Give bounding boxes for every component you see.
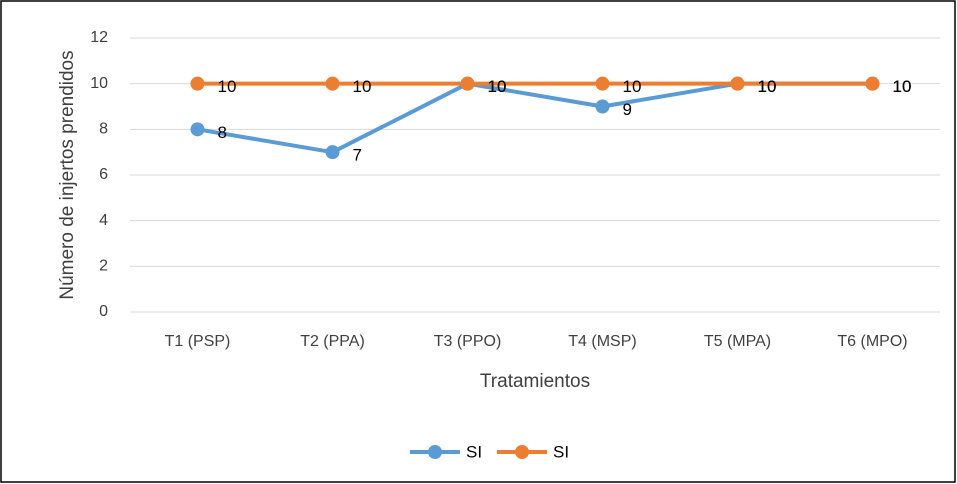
data-label: 7 [353,146,362,165]
x-tick-label: T2 (PPA) [300,333,365,350]
y-tick-label: 6 [99,166,108,183]
data-label: 9 [623,100,632,119]
x-tick-label: T3 (PPO) [434,333,502,350]
y-tick-label: 2 [99,258,108,275]
legend-label: SI [553,442,569,461]
x-tick-label: T4 (MSP) [568,333,636,350]
x-tick-label: T5 (MPA) [704,333,771,350]
data-label: 10 [488,77,507,96]
data-label: 10 [488,77,507,96]
data-label: 10 [893,77,912,96]
y-tick-label: 0 [99,303,108,320]
data-label: 10 [893,77,912,96]
y-tick-label: 4 [99,212,108,229]
data-label: 10 [623,77,642,96]
data-point [325,76,340,91]
y-tick-label: 8 [99,121,108,138]
y-tick-label: 10 [90,75,108,92]
data-label: 10 [758,77,777,96]
y-tick-label: 12 [90,29,108,46]
x-tick-label: T6 (MPO) [837,333,907,350]
data-label: 10 [758,77,777,96]
data-point [190,122,205,137]
data-label: 10 [353,77,372,96]
legend-label: SI [466,442,482,461]
data-label: 10 [218,77,237,96]
data-point [595,99,610,114]
data-point [325,145,340,160]
data-point [190,76,205,91]
legend-marker [515,445,529,459]
y-axis-title: Número de injertos prendidos [57,50,78,299]
x-axis-title: Tratamientos [480,371,590,392]
x-tick-label: T1 (PSP) [165,333,231,350]
data-point [460,76,475,91]
data-label: 8 [218,123,227,142]
data-point [865,76,880,91]
data-point [595,76,610,91]
legend-marker [428,445,442,459]
data-point [730,76,745,91]
